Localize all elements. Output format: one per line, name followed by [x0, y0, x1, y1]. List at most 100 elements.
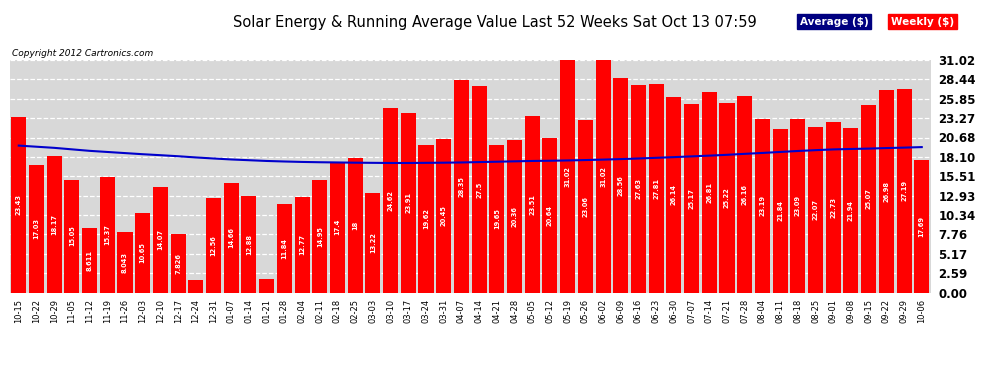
Text: 15.05: 15.05: [69, 226, 75, 246]
Bar: [631, 86, 646, 292]
Bar: [826, 122, 841, 292]
Text: 31.02: 31.02: [600, 166, 606, 187]
Bar: [82, 228, 97, 292]
Bar: [684, 104, 699, 292]
Text: 22.73: 22.73: [831, 197, 837, 218]
Text: 10.65: 10.65: [140, 242, 146, 263]
Text: 25.22: 25.22: [724, 188, 730, 209]
Text: 18: 18: [352, 220, 358, 230]
Bar: [224, 183, 239, 292]
Text: 19.65: 19.65: [494, 209, 500, 229]
Text: 23.19: 23.19: [759, 195, 765, 216]
Bar: [136, 213, 150, 292]
Text: Solar Energy & Running Average Value Last 52 Weeks Sat Oct 13 07:59: Solar Energy & Running Average Value Las…: [233, 15, 757, 30]
Bar: [419, 146, 434, 292]
Text: Copyright 2012 Cartronics.com: Copyright 2012 Cartronics.com: [12, 49, 153, 58]
Text: 21.94: 21.94: [847, 200, 854, 221]
Text: 21.84: 21.84: [777, 200, 783, 221]
Bar: [596, 60, 611, 292]
Text: 12.77: 12.77: [299, 234, 305, 255]
Text: 26.98: 26.98: [883, 181, 889, 202]
Bar: [330, 162, 345, 292]
Text: 27.5: 27.5: [476, 182, 482, 198]
Bar: [170, 234, 186, 292]
Bar: [118, 232, 133, 292]
Text: 17.69: 17.69: [919, 216, 925, 237]
Bar: [294, 197, 310, 292]
Text: 28.56: 28.56: [618, 175, 624, 196]
Text: 23.51: 23.51: [530, 194, 536, 215]
Bar: [702, 92, 717, 292]
Bar: [29, 165, 44, 292]
Text: 14.66: 14.66: [229, 227, 235, 248]
Text: 14.95: 14.95: [317, 226, 323, 247]
Text: 23.06: 23.06: [582, 196, 588, 217]
Bar: [879, 90, 894, 292]
Text: 25.17: 25.17: [689, 188, 695, 209]
Bar: [790, 119, 805, 292]
Text: 28.35: 28.35: [458, 176, 464, 197]
Bar: [543, 138, 557, 292]
Text: 8.043: 8.043: [122, 252, 128, 273]
Bar: [489, 145, 504, 292]
Text: 12.88: 12.88: [246, 234, 251, 255]
Bar: [772, 129, 788, 292]
Bar: [453, 80, 469, 292]
Bar: [242, 196, 256, 292]
Bar: [401, 113, 416, 292]
Text: 26.14: 26.14: [671, 184, 677, 205]
Text: 20.64: 20.64: [546, 205, 553, 226]
Bar: [861, 105, 876, 292]
Text: 22.07: 22.07: [813, 199, 819, 220]
Bar: [843, 128, 858, 292]
Bar: [152, 187, 168, 292]
Text: 27.81: 27.81: [653, 178, 659, 199]
Bar: [437, 139, 451, 292]
Text: 8.611: 8.611: [86, 250, 93, 271]
Text: 26.81: 26.81: [706, 182, 712, 203]
Bar: [738, 96, 752, 292]
Bar: [383, 108, 398, 292]
Bar: [11, 117, 27, 292]
Bar: [808, 127, 823, 292]
Bar: [578, 120, 593, 292]
Bar: [507, 140, 522, 292]
Bar: [471, 86, 487, 292]
Text: 26.16: 26.16: [742, 184, 747, 205]
Text: 20.45: 20.45: [441, 206, 446, 226]
Bar: [47, 156, 61, 292]
Text: 12.56: 12.56: [211, 235, 217, 256]
Text: 27.19: 27.19: [901, 180, 907, 201]
Text: 18.17: 18.17: [51, 214, 57, 235]
Bar: [277, 204, 292, 292]
Text: 13.22: 13.22: [370, 232, 376, 254]
Text: 17.03: 17.03: [34, 218, 40, 239]
Bar: [365, 194, 380, 292]
Text: Average ($): Average ($): [800, 17, 868, 27]
Text: 7.826: 7.826: [175, 253, 181, 274]
Bar: [188, 280, 203, 292]
Bar: [613, 78, 629, 292]
Bar: [64, 180, 79, 292]
Bar: [312, 180, 328, 292]
Text: 11.84: 11.84: [281, 238, 287, 259]
Bar: [100, 177, 115, 292]
Bar: [914, 160, 930, 292]
Bar: [754, 119, 770, 292]
Bar: [648, 84, 663, 292]
Text: 15.37: 15.37: [104, 225, 110, 245]
Bar: [560, 60, 575, 292]
Text: 31.02: 31.02: [564, 166, 570, 187]
Bar: [259, 279, 274, 292]
Text: 24.62: 24.62: [387, 190, 394, 211]
Text: 19.62: 19.62: [423, 209, 429, 230]
Bar: [720, 104, 735, 292]
Text: 20.36: 20.36: [512, 206, 518, 227]
Text: 14.07: 14.07: [157, 229, 163, 250]
Bar: [525, 116, 540, 292]
Bar: [347, 158, 362, 292]
Text: 27.63: 27.63: [636, 178, 642, 200]
Text: Weekly ($): Weekly ($): [891, 17, 954, 27]
Bar: [897, 89, 912, 292]
Text: 23.43: 23.43: [16, 194, 22, 215]
